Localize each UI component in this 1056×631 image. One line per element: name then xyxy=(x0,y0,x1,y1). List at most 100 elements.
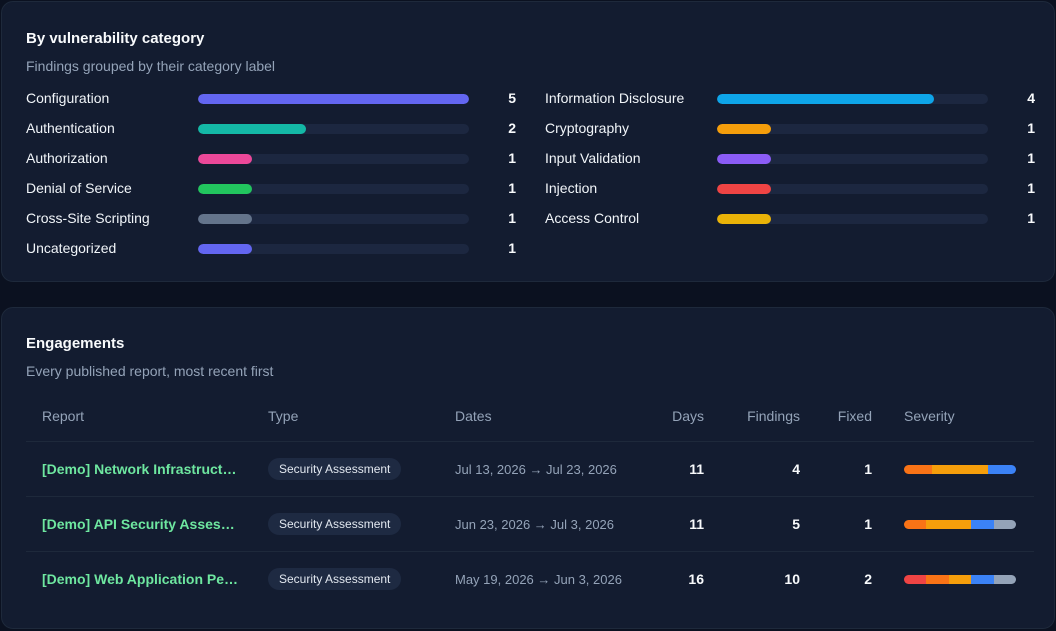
category-row: Cryptography 1 xyxy=(545,118,1035,148)
severity-segment-medium xyxy=(948,575,972,584)
category-bar-fill xyxy=(198,184,253,194)
category-row: Cross-Site Scripting 1 xyxy=(26,208,516,238)
category-card-title: By vulnerability category xyxy=(26,30,205,47)
column-header-type[interactable]: Type xyxy=(268,408,299,424)
days-value: 11 xyxy=(689,461,704,477)
column-header-days[interactable]: Days xyxy=(672,408,704,424)
category-label: Cryptography xyxy=(545,120,630,136)
category-bar-track xyxy=(717,184,988,194)
category-count: 1 xyxy=(1027,210,1035,226)
category-label: Information Disclosure xyxy=(545,90,685,106)
severity-bar xyxy=(904,575,1016,584)
type-badge: Security Assessment xyxy=(268,458,402,480)
category-bar-fill xyxy=(717,154,772,164)
severity-bar xyxy=(904,465,1016,474)
category-list-left: Configuration 5 Authentication 2 Authorizati… xyxy=(26,88,516,268)
severity-segment-low xyxy=(988,465,1016,474)
table-body: [Demo] Network Infrastructure Assessment… xyxy=(26,442,1034,607)
category-card-subtitle: Findings grouped by their category label xyxy=(26,58,276,74)
category-card: By vulnerability category Findings group… xyxy=(1,1,1055,282)
category-count: 1 xyxy=(508,150,516,166)
category-row: Information Disclosure 4 xyxy=(545,88,1035,118)
severity-segment-info xyxy=(993,575,1016,584)
category-bar-track xyxy=(198,214,469,224)
date-range: Jun 23, 2026 → Jul 3, 2026 xyxy=(455,517,615,532)
severity-segment-high xyxy=(926,575,949,584)
category-bar-track xyxy=(717,124,988,134)
column-header-report[interactable]: Report xyxy=(42,408,85,424)
column-header-severity[interactable]: Severity xyxy=(904,408,955,424)
severity-segment-critical xyxy=(904,575,927,584)
category-bar-track xyxy=(717,214,988,224)
category-label: Authorization xyxy=(26,150,108,166)
category-bar-fill xyxy=(198,154,253,164)
table-row[interactable]: [Demo] Web Application Penetration Test S… xyxy=(26,552,1034,607)
category-bar-fill xyxy=(198,244,253,254)
severity-segment-high xyxy=(904,465,932,474)
engagements-table: Report Type Dates Days Findings Fixed Se… xyxy=(26,399,1034,607)
severity-segment-high xyxy=(904,520,927,529)
days-value: 16 xyxy=(688,571,704,587)
category-label: Cross-Site Scripting xyxy=(26,210,150,226)
category-count: 1 xyxy=(1027,120,1035,136)
fixed-value: 2 xyxy=(864,571,872,587)
column-header-fixed[interactable]: Fixed xyxy=(837,408,872,424)
days-value: 11 xyxy=(689,516,704,532)
category-row: Access Control 1 xyxy=(545,208,1035,238)
category-row: Authentication 2 xyxy=(26,118,516,148)
category-list-right: Information Disclosure 4 Cryptography 1 Inpu… xyxy=(545,88,1035,238)
date-range: Jul 13, 2026 → Jul 23, 2026 xyxy=(455,462,617,477)
category-count: 1 xyxy=(508,210,516,226)
category-row: Injection 1 xyxy=(545,178,1035,208)
table-header: Report Type Dates Days Findings Fixed Se… xyxy=(26,399,1034,442)
severity-segment-medium xyxy=(926,520,972,529)
type-badge: Security Assessment xyxy=(268,513,402,535)
category-bar-fill xyxy=(717,214,772,224)
category-count: 1 xyxy=(1027,180,1035,196)
category-bar-fill xyxy=(198,124,307,134)
engagements-card-title: Engagements xyxy=(26,335,125,352)
fixed-value: 1 xyxy=(864,516,872,532)
category-row: Denial of Service 1 xyxy=(26,178,516,208)
category-bar-track xyxy=(198,154,469,164)
severity-segment-medium xyxy=(932,465,988,474)
category-bar-fill xyxy=(198,94,469,104)
findings-value: 4 xyxy=(792,461,800,477)
severity-segment-info xyxy=(993,520,1016,529)
type-badge: Security Assessment xyxy=(268,568,402,590)
column-header-findings[interactable]: Findings xyxy=(747,408,800,424)
category-bar-track xyxy=(198,124,469,134)
column-header-dates[interactable]: Dates xyxy=(455,408,492,424)
category-label: Authentication xyxy=(26,120,115,136)
report-link[interactable]: [Demo] Network Infrastructure Assessment xyxy=(42,461,242,477)
category-bar-track xyxy=(198,184,469,194)
category-bar-track xyxy=(717,94,988,104)
category-row: Authorization 1 xyxy=(26,148,516,178)
category-label: Configuration xyxy=(26,90,110,106)
date-range: May 19, 2026 → Jun 3, 2026 xyxy=(455,572,622,587)
report-link[interactable]: [Demo] API Security Assessment xyxy=(42,516,242,532)
category-bar-fill xyxy=(717,94,934,104)
table-row[interactable]: [Demo] Network Infrastructure Assessment… xyxy=(26,442,1034,497)
table-row[interactable]: [Demo] API Security Assessment Security A… xyxy=(26,497,1034,552)
category-count: 2 xyxy=(508,120,516,136)
category-bar-track xyxy=(198,94,469,104)
category-count: 1 xyxy=(1027,150,1035,166)
report-link[interactable]: [Demo] Web Application Penetration Test xyxy=(42,571,242,587)
category-row: Configuration 5 xyxy=(26,88,516,118)
category-label: Injection xyxy=(545,180,598,196)
findings-value: 10 xyxy=(784,571,800,587)
category-count: 5 xyxy=(508,90,516,106)
category-bar-track xyxy=(198,244,469,254)
engagements-card: Engagements Every published report, most… xyxy=(1,307,1055,629)
category-bar-fill xyxy=(198,214,253,224)
severity-segment-low xyxy=(971,575,994,584)
findings-value: 5 xyxy=(792,516,800,532)
severity-bar xyxy=(904,520,1016,529)
category-label: Denial of Service xyxy=(26,180,132,196)
fixed-value: 1 xyxy=(864,461,872,477)
category-row: Input Validation 1 xyxy=(545,148,1035,178)
category-bar-fill xyxy=(717,124,772,134)
category-count: 1 xyxy=(508,180,516,196)
severity-segment-low xyxy=(971,520,994,529)
